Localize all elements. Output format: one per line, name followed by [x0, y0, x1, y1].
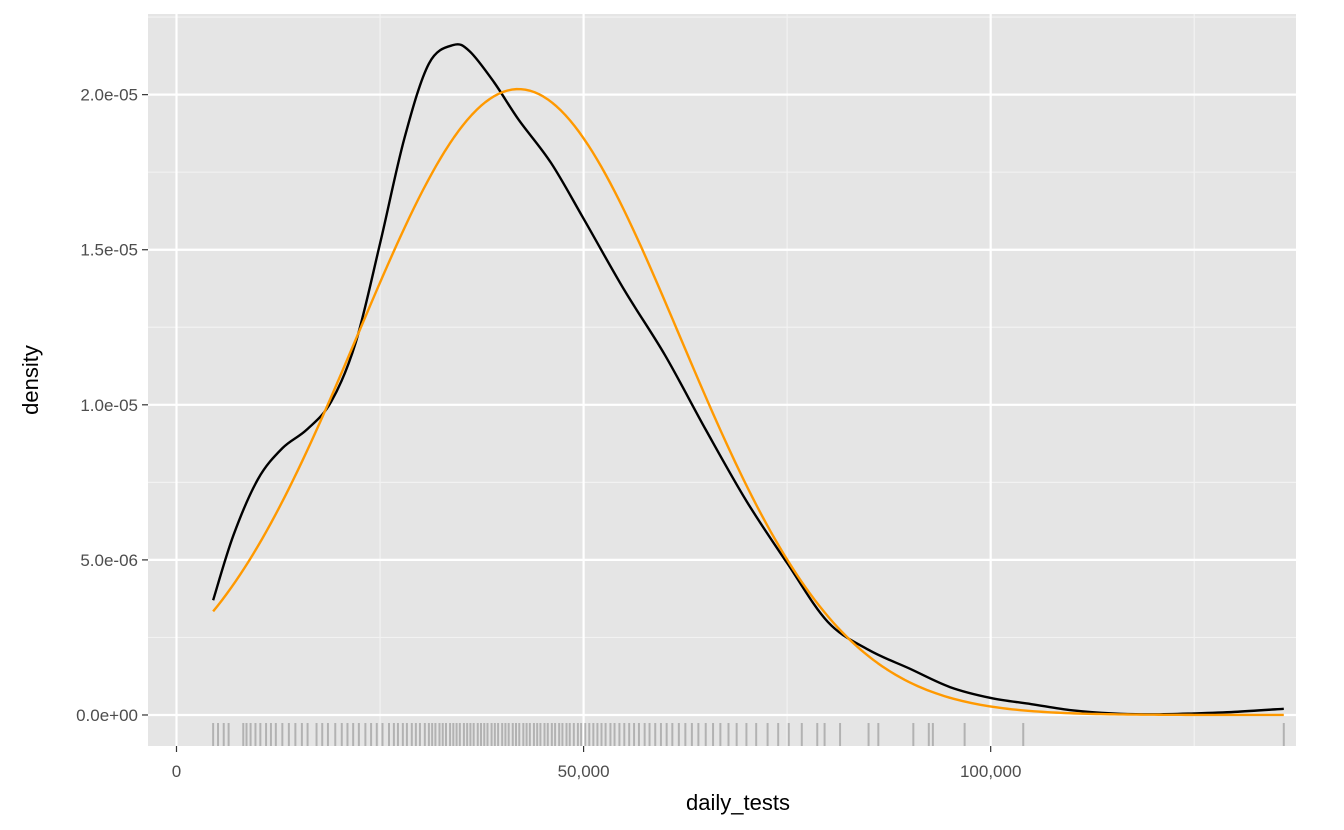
normal-fit-line [212, 87, 1284, 717]
x-axis-title: daily_tests [686, 790, 790, 815]
axis-ticks [142, 94, 992, 752]
major-gridlines [148, 14, 1296, 746]
y-tick-label: 5.0e-06 [80, 551, 138, 570]
density-line [211, 43, 1284, 716]
x-tick-label: 100,000 [960, 762, 1021, 781]
y-tick-label: 2.0e-05 [80, 86, 138, 105]
x-tick-label: 50,000 [558, 762, 610, 781]
x-tick-label: 0 [172, 762, 181, 781]
y-tick-labels: 0.0e+00 5.0e-06 1.0e-05 1.5e-05 2.0e-05 [76, 86, 138, 725]
y-tick-label: 1.5e-05 [80, 241, 138, 260]
rug-marks [212, 723, 1285, 746]
y-tick-label: 1.0e-05 [80, 396, 138, 415]
panel-background [148, 14, 1296, 746]
density-lines [211, 43, 1284, 717]
minor-gridlines [148, 14, 1296, 746]
y-tick-label: 0.0e+00 [76, 706, 138, 725]
x-tick-labels: 0 50,000 100,000 [172, 762, 1022, 781]
y-axis-title: density [18, 345, 43, 415]
